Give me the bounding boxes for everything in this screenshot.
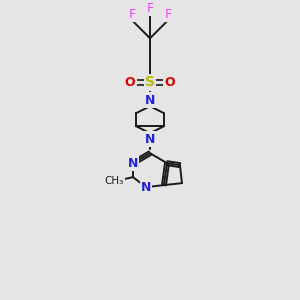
Text: O: O xyxy=(125,76,135,89)
Text: O: O xyxy=(165,76,175,89)
Text: N: N xyxy=(128,157,138,170)
Text: S: S xyxy=(145,75,155,89)
Text: F: F xyxy=(164,8,172,21)
Text: N: N xyxy=(145,133,155,146)
Text: N: N xyxy=(145,94,155,107)
Text: F: F xyxy=(146,2,154,15)
Text: CH₃: CH₃ xyxy=(104,176,124,186)
Text: N: N xyxy=(141,181,151,194)
Text: F: F xyxy=(128,8,136,21)
